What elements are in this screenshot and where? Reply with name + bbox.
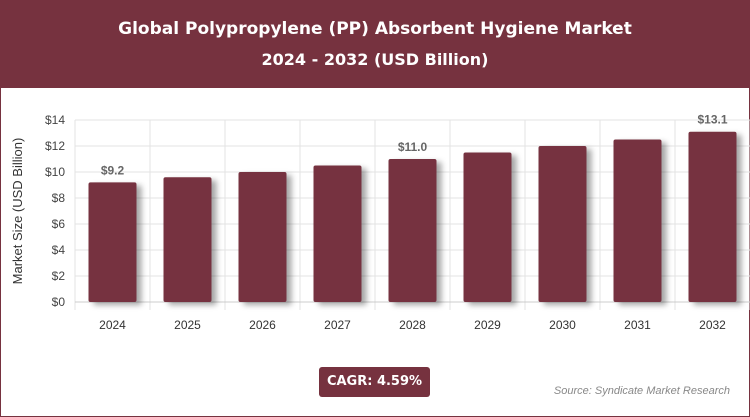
x-tick-label: 2031 [624, 318, 651, 332]
source-note: Source: Syndicate Market Research [553, 385, 730, 397]
y-axis-title: Market Size (USD Billion) [10, 138, 25, 285]
x-tick-label: 2024 [99, 318, 126, 332]
x-tick-label: 2028 [399, 318, 426, 332]
y-tick-label: $2 [52, 269, 66, 283]
bar-2031 [613, 139, 662, 302]
data-label: $9.2 [101, 163, 125, 177]
bar-2030 [538, 146, 587, 302]
chart-subtitle: 2024 - 2032 (USD Billion) [261, 50, 489, 69]
bar-2027 [313, 165, 362, 302]
bar-2028 [388, 159, 437, 302]
x-tick-label: 2026 [249, 318, 276, 332]
y-tick-label: $4 [52, 243, 66, 257]
y-tick-label: $6 [52, 217, 66, 231]
x-tick-label: 2025 [174, 318, 201, 332]
cagr-badge: CAGR: 4.59% [319, 367, 430, 397]
y-tick-label: $10 [45, 165, 65, 179]
bar-2024 [88, 182, 137, 302]
y-tick-label: $14 [45, 113, 65, 127]
bar-2029 [463, 152, 512, 302]
bar-2025 [163, 177, 212, 302]
y-tick-label: $8 [52, 191, 66, 205]
y-tick-label: $12 [45, 139, 65, 153]
x-tick-label: 2027 [324, 318, 351, 332]
y-tick-label: $0 [52, 295, 66, 309]
x-tick-label: 2030 [549, 318, 576, 332]
x-tick-label: 2032 [699, 318, 726, 332]
data-label: $13.1 [697, 113, 727, 127]
chart-title: Global Polypropylene (PP) Absorbent Hygi… [118, 19, 632, 39]
x-tick-label: 2029 [474, 318, 501, 332]
bar-2032 [688, 131, 737, 302]
bar-2026 [238, 172, 287, 302]
chart-header: Global Polypropylene (PP) Absorbent Hygi… [0, 0, 750, 88]
data-label: $11.0 [398, 140, 428, 154]
